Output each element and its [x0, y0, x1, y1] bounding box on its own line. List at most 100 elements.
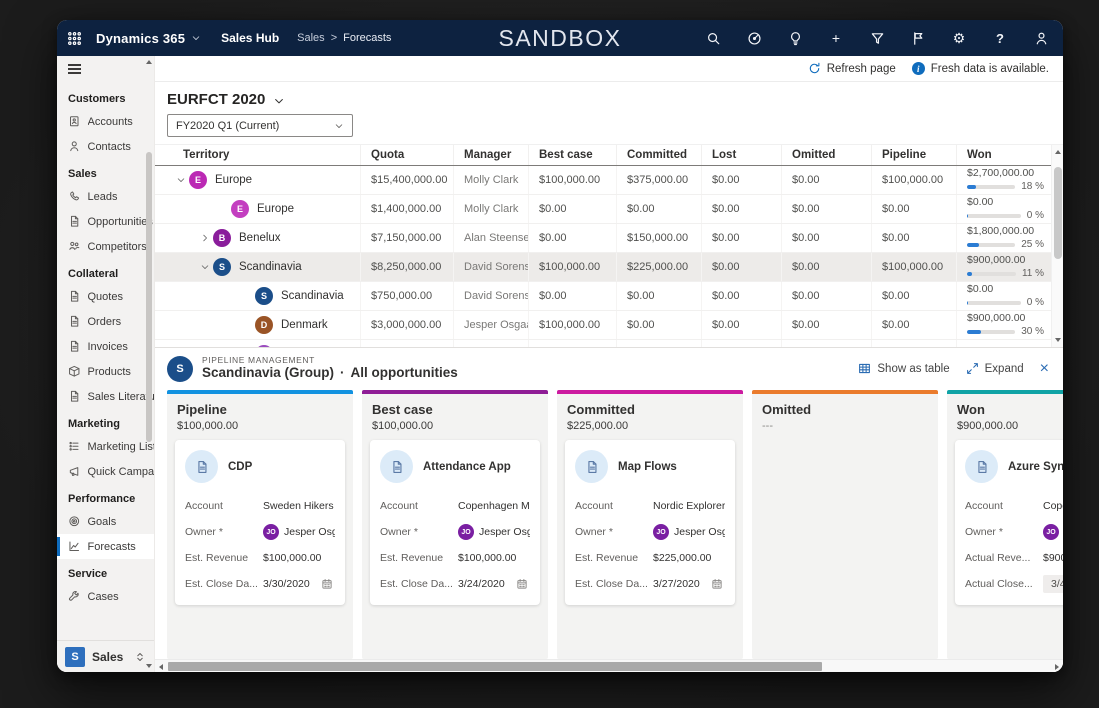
lightbulb-icon[interactable]	[787, 30, 803, 46]
column-header-omitted[interactable]: Omitted	[781, 145, 871, 165]
area-switcher[interactable]: S Sales	[57, 640, 154, 672]
quick-campaigns-icon	[68, 465, 81, 478]
table-row[interactable]: S Scandinavia $8,250,000.00 David Sorens…	[155, 253, 1051, 282]
row-collapse-icon[interactable]	[173, 175, 189, 185]
table-row[interactable]: D Denmark $3,000,000.00 Jesper Osgaard $…	[155, 311, 1051, 340]
grid-vertical-scrollbar[interactable]	[1051, 145, 1063, 347]
kanban-column-pipeline: Pipeline $100,000.00 CDP Account Sweden H…	[167, 390, 353, 659]
add-icon[interactable]: +	[831, 30, 841, 46]
sidebar-scrollbar[interactable]	[145, 56, 153, 672]
brand-label: Dynamics 365	[96, 30, 186, 46]
panel-subtitle: All opportunities	[350, 365, 458, 381]
column-header-committed[interactable]: Committed	[616, 145, 701, 165]
sidebar-section-title: Sales	[68, 168, 97, 180]
opportunity-card[interactable]: Map Flows Account Nordic Explorers Owner *…	[565, 440, 735, 606]
search-icon[interactable]	[705, 30, 721, 46]
period-select[interactable]: FY2020 Q1 (Current)	[167, 114, 353, 137]
breadcrumb-page[interactable]: Forecasts	[343, 32, 392, 44]
horizontal-scrollbar[interactable]	[155, 659, 1063, 672]
sidebar-item-quick-campaigns[interactable]: Quick Campaigns	[57, 459, 154, 484]
opportunity-kanban: Pipeline $100,000.00 CDP Account Sweden H…	[155, 388, 1063, 659]
won-progress-bar	[967, 214, 1021, 218]
sidebar-item-forecasts[interactable]: Forecasts	[57, 534, 154, 559]
column-header-quota[interactable]: Quota	[360, 145, 453, 165]
contacts-icon	[68, 140, 81, 153]
competitors-icon	[68, 240, 81, 253]
sidebar-item-quotes[interactable]: Quotes	[57, 284, 154, 309]
sidebar-item-products[interactable]: Products	[57, 359, 154, 384]
show-as-table-button[interactable]: Show as table	[858, 362, 950, 375]
table-grid-icon	[858, 362, 871, 375]
orders-icon	[68, 315, 81, 328]
chevron-down-icon	[334, 121, 344, 131]
sidebar-item-invoices[interactable]: Invoices	[57, 334, 154, 359]
territory-avatar: S	[213, 258, 231, 276]
app-window: Dynamics 365 Sales Hub Sales > Forecasts…	[57, 20, 1063, 672]
period-value: FY2020 Q1 (Current)	[176, 119, 280, 132]
column-header-best-case[interactable]: Best case	[528, 145, 616, 165]
sidebar-nav: Customers Accounts Contacts Sales Leads …	[57, 82, 154, 640]
column-header-lost[interactable]: Lost	[701, 145, 781, 165]
sidebar-item-goals[interactable]: Goals	[57, 509, 154, 534]
refresh-page-button[interactable]: Refresh page	[808, 62, 896, 75]
grid-header: Territory Quota Manager Best case Committed L…	[155, 145, 1051, 166]
won-progress-bar	[967, 185, 1016, 189]
opportunities-icon	[68, 215, 81, 228]
row-collapse-icon[interactable]	[197, 262, 213, 272]
table-row[interactable]	[155, 340, 1051, 347]
sidebar-item-cases[interactable]: Cases	[57, 584, 154, 609]
waffle-icon[interactable]	[67, 31, 82, 46]
table-row[interactable]: B Benelux $7,150,000.00 Alan Steensen $0…	[155, 224, 1051, 253]
expand-button[interactable]: Expand	[966, 362, 1024, 375]
sidebar-item-marketing-lists[interactable]: Marketing Lists	[57, 434, 154, 459]
sidebar-item-accounts[interactable]: Accounts	[57, 109, 154, 134]
area-label: Sales	[92, 649, 124, 664]
column-header-territory[interactable]: Territory	[183, 149, 230, 161]
help-icon[interactable]: ?	[996, 30, 1004, 46]
sidebar-section-title: Performance	[68, 493, 136, 505]
won-progress-bar	[967, 330, 1016, 334]
breadcrumb-section[interactable]: Sales	[297, 32, 325, 44]
opportunity-card[interactable]: CDP Account Sweden Hikers Owner * JO Jesper …	[175, 440, 345, 606]
table-row[interactable]: E Europe $1,400,000.00 Molly Clark $0.00…	[155, 195, 1051, 224]
breadcrumb: Sales > Forecasts	[297, 32, 391, 44]
column-header-pipeline[interactable]: Pipeline	[871, 145, 956, 165]
sidebar-section-title: Collateral	[68, 268, 119, 280]
area-tile: S	[65, 646, 85, 667]
products-icon	[68, 365, 81, 378]
close-panel-icon[interactable]: ×	[1039, 359, 1049, 377]
owner-avatar: JO	[458, 524, 474, 541]
accounts-icon	[68, 115, 81, 128]
flag-icon[interactable]	[910, 30, 926, 46]
fresh-data-notification[interactable]: i Fresh data is available.	[911, 62, 1049, 75]
table-row[interactable]: E Europe $15,400,000.00 Molly Clark $100…	[155, 166, 1051, 195]
quotes-icon	[68, 290, 81, 303]
sidebar-item-sales-literature[interactable]: Sales Literature	[57, 384, 154, 409]
filter-icon[interactable]	[869, 30, 885, 46]
cases-icon	[68, 590, 81, 603]
won-progress-bar	[967, 243, 1016, 247]
territory-avatar: D	[255, 316, 273, 334]
settings-gear-icon[interactable]: ⚙	[952, 30, 966, 46]
sidebar-item-competitors[interactable]: Competitors	[57, 234, 154, 259]
forecast-title-chevron-icon[interactable]	[273, 95, 285, 107]
sidebar-item-orders[interactable]: Orders	[57, 309, 154, 334]
refresh-label: Refresh page	[826, 62, 896, 75]
table-row[interactable]: S Scandinavia $750,000.00 David Sorensen…	[155, 282, 1051, 311]
column-header-manager[interactable]: Manager	[453, 145, 528, 165]
sidebar-item-leads[interactable]: Leads	[57, 184, 154, 209]
sidebar-item-contacts[interactable]: Contacts	[57, 134, 154, 159]
territory-avatar: E	[231, 200, 249, 218]
fresh-data-label: Fresh data is available.	[930, 62, 1049, 75]
brand-menu[interactable]: Dynamics 365	[96, 31, 201, 46]
sidebar-item-opportunities[interactable]: Opportunities	[57, 209, 154, 234]
row-expand-icon[interactable]	[197, 233, 213, 243]
territory-avatar: B	[213, 229, 231, 247]
account-icon[interactable]	[1033, 30, 1049, 46]
app-name[interactable]: Sales Hub	[221, 31, 280, 45]
column-header-won[interactable]: Won	[956, 145, 1052, 165]
gauge-icon[interactable]	[746, 30, 762, 46]
opportunity-card[interactable]: Azure Synapse AccountCopenOwner *JOJeAct…	[955, 440, 1063, 606]
hamburger-menu-icon[interactable]	[68, 62, 81, 77]
